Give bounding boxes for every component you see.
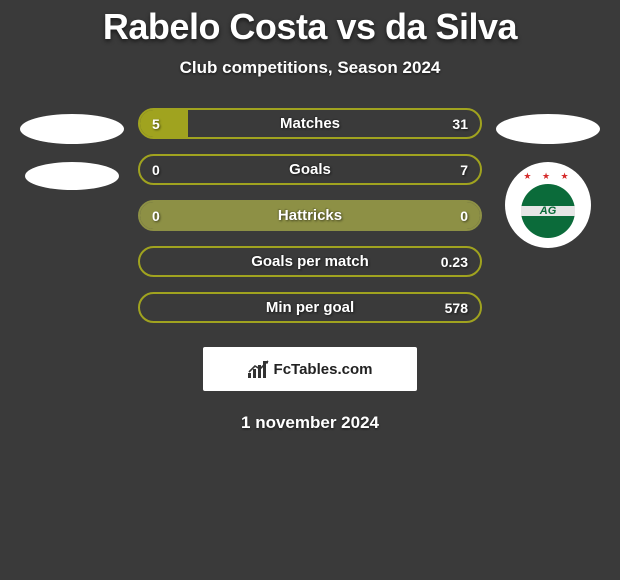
stat-value-left: 0 (152, 208, 160, 224)
club-badge: ★ ★ ★ AG (518, 172, 578, 238)
stat-bar-goals: 0 Goals 7 (138, 154, 482, 185)
stat-value-right: 0.23 (441, 254, 468, 270)
date-label: 1 november 2024 (0, 413, 620, 433)
club-initials: AG (540, 205, 557, 217)
stat-bar-matches: 5 Matches 31 (138, 108, 482, 139)
attribution-text: FcTables.com (274, 361, 373, 378)
stat-value-right: 578 (445, 300, 468, 316)
stat-value-left: 5 (152, 116, 160, 132)
comparison-layout: 5 Matches 31 0 Goals 7 0 Hattricks 0 Goals per ma… (0, 108, 620, 323)
attribution-badge[interactable]: FcTables.com (203, 347, 417, 391)
stat-bar-goals-per-match: Goals per match 0.23 (138, 246, 482, 277)
club-logo-right: ★ ★ ★ AG (505, 162, 591, 248)
bar-chart-icon (248, 360, 270, 378)
shield-icon: AG (521, 184, 575, 238)
player-avatar-left (20, 114, 124, 144)
stat-value-right: 0 (460, 208, 468, 224)
stat-value-left: 0 (152, 162, 160, 178)
right-side: ★ ★ ★ AG (496, 108, 600, 248)
page-title: Rabelo Costa vs da Silva (0, 6, 620, 48)
stat-value-right: 7 (460, 162, 468, 178)
stat-label: Hattricks (278, 207, 342, 224)
stat-fill (140, 110, 188, 137)
stat-label: Goals (289, 161, 331, 178)
stat-bar-hattricks: 0 Hattricks 0 (138, 200, 482, 231)
stat-value-right: 31 (452, 116, 468, 132)
club-logo-left-placeholder (25, 162, 119, 190)
stat-bars: 5 Matches 31 0 Goals 7 0 Hattricks 0 Goals per ma… (138, 108, 482, 323)
player-avatar-right (496, 114, 600, 144)
stat-label: Min per goal (266, 299, 354, 316)
stat-label: Matches (280, 115, 340, 132)
club-stars-icon: ★ ★ ★ (518, 171, 578, 182)
infographic-container: Rabelo Costa vs da Silva Club competitio… (0, 0, 620, 580)
left-side (20, 108, 124, 190)
stat-bar-min-per-goal: Min per goal 578 (138, 292, 482, 323)
stat-label: Goals per match (251, 253, 369, 270)
subtitle: Club competitions, Season 2024 (0, 58, 620, 78)
